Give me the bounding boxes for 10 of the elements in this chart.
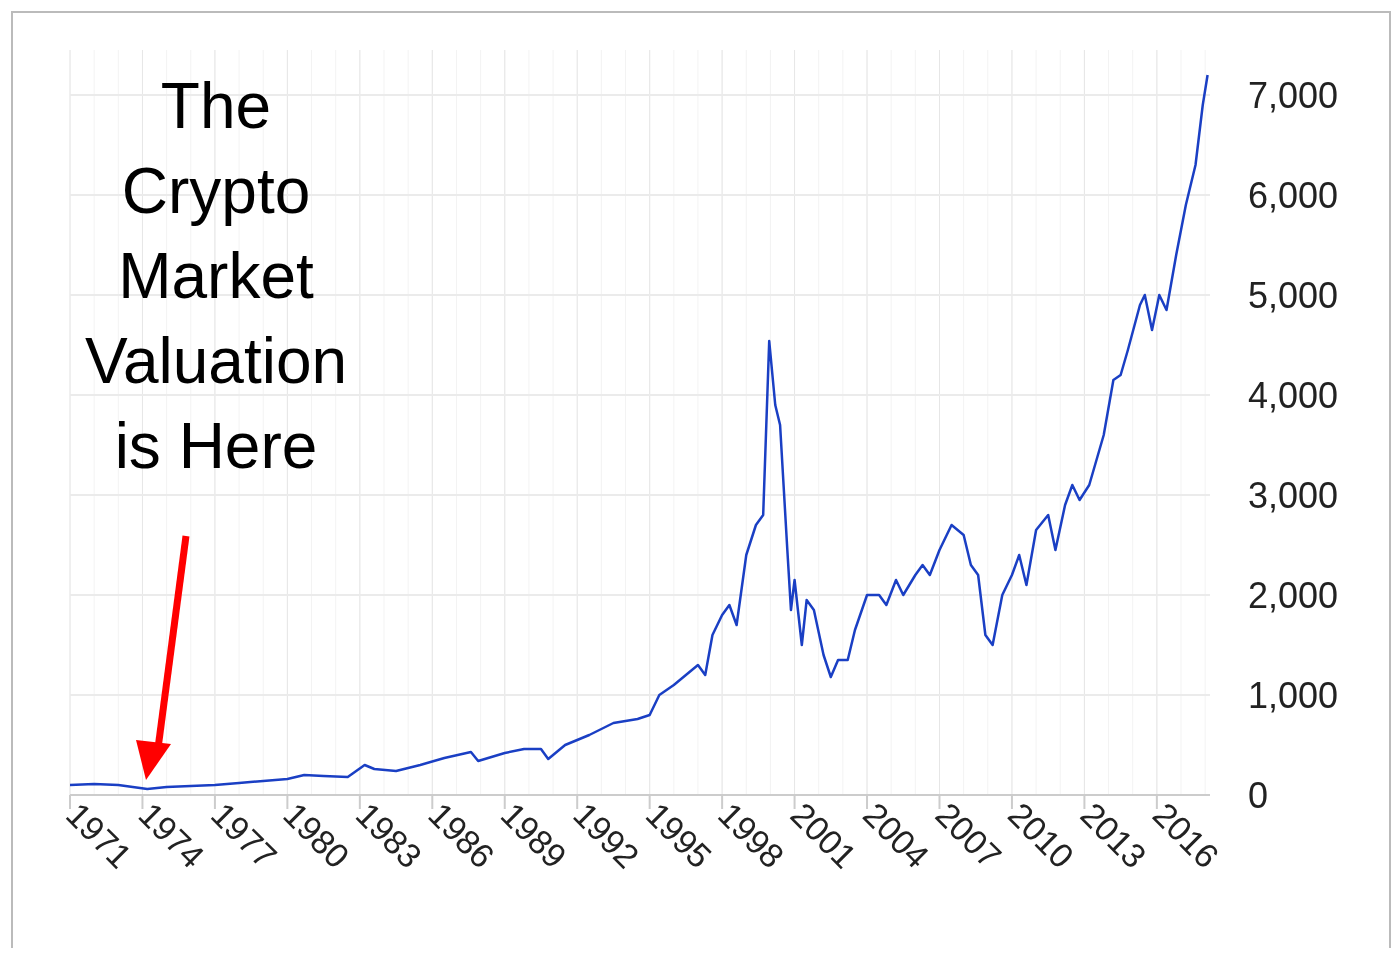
y-tick-label: 6,000 (1248, 174, 1339, 216)
y-tick-label: 5,000 (1248, 274, 1339, 316)
y-tick-label: 1,000 (1248, 674, 1339, 716)
y-tick-label: 3,000 (1248, 474, 1339, 516)
y-tick-label: 7,000 (1248, 74, 1339, 116)
annotation: The Crypto Market Valuation is Here (84, 70, 348, 482)
y-tick-label: 2,000 (1248, 574, 1339, 616)
y-tick-label: 4,000 (1248, 374, 1339, 416)
y-tick-label: 0 (1248, 774, 1269, 816)
line-series (68, 73, 1209, 791)
